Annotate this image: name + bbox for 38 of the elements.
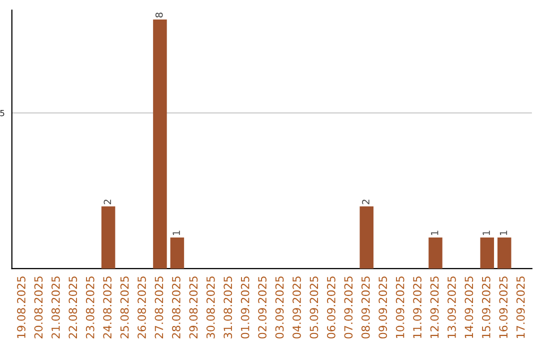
x-tick-label: 25.08.2025 [120,276,129,338]
x-tick-label: 26.08.2025 [138,276,146,338]
x-tick-label: 13.09.2025 [448,276,456,338]
data-label: 1 [172,230,180,236]
x-tick-label: 16.09.2025 [499,276,508,338]
data-label: 1 [431,230,438,236]
x-tick-label: 09.09.2025 [378,276,388,338]
x-tick-label: 29.08.2025 [189,276,198,338]
x-tick-label: 03.09.2025 [275,276,284,338]
x-tick-label: 11.09.2025 [413,276,422,338]
y-tick-label: 5 [0,110,4,116]
x-tick-label: 28.08.2025 [172,276,180,338]
x-tick-label: 04.09.2025 [292,276,301,338]
x-tick-label: 19.08.2025 [17,276,26,338]
x-tick-label: 17.09.2025 [516,276,525,338]
data-label: 2 [104,200,111,204]
x-tick-label: 15.09.2025 [482,276,490,338]
x-tick-label: 02.09.2025 [258,276,267,338]
x-tick-label: 31.08.2025 [224,276,232,338]
x-tick-label: 10.09.2025 [396,276,404,338]
x-tick-label: 14.09.2025 [464,276,474,338]
x-tick-label: 22.08.2025 [68,276,78,338]
x-tick-label: 12.09.2025 [430,276,439,338]
data-label: 1 [482,230,490,236]
x-tick-label: 30.08.2025 [206,276,215,338]
x-tick-label: 20.08.2025 [34,276,43,338]
x-tick-label: 08.09.2025 [361,276,370,338]
data-label: 2 [362,200,370,204]
x-tick-label: 06.09.2025 [326,276,336,338]
x-tick-label: 21.08.2025 [51,276,60,338]
x-tick-label: 07.09.2025 [344,276,353,338]
data-label: 8 [155,12,163,18]
x-tick-label: 24.08.2025 [103,276,112,338]
data-label: 1 [500,230,508,236]
x-tick-label: 05.09.2025 [310,276,318,338]
x-tick-label: 27.08.2025 [154,276,164,338]
x-tick-label: 23.08.2025 [86,276,94,338]
x-tick-label: 01.09.2025 [240,276,250,338]
